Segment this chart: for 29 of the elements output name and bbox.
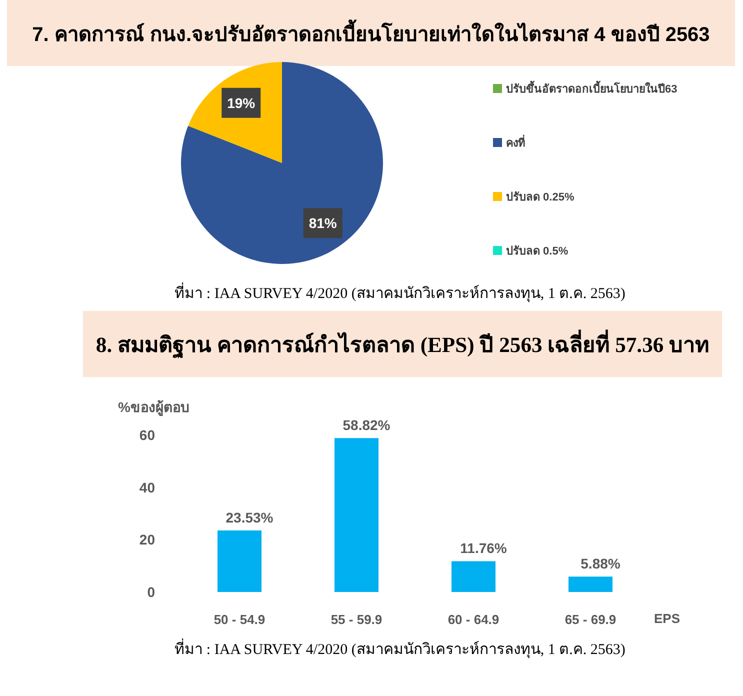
data-label: 81% [308,215,338,232]
data-label: 11.76% [460,540,508,556]
text: ที่มา : IAA SURVEY 4/2020 (สมาคมนักวิเคราะห์การลงทุน, 1 ต.ค. 2563) [174,282,626,303]
x-tick-label: 55 - 59.9 [330,612,382,627]
text: ที่มา : IAA SURVEY 4/2020 (สมาคมนักวิเคราะห์การลงทุน, 1 ต.ค. 2563) [174,638,626,659]
x-axis-title: EPS [654,611,680,626]
x-tick-label: 65 - 69.9 [564,612,616,627]
y-tick-label: 20 [139,532,156,548]
y-tick-label: 40 [139,479,156,496]
chart-title: 7. คาดการณ์ กนง.จะปรับอัตราดอกเบี้ยนโยบายเท่าใดในไตรมาส 4 ของปี 2563 [32,19,710,46]
data-label: 19% [227,94,256,111]
x-tick-label: 60 - 64.9 [448,612,500,627]
bar [568,576,612,592]
pie-slice [181,62,383,264]
y-tick-label: 0 [147,584,156,600]
data-label: 23.53% [226,509,274,526]
x-tick-label: 50 - 54.9 [214,612,266,627]
legend-label: ปรับขึ้นอัตราดอกเบี้ยนโยบายในปี63 [506,80,678,96]
bar [452,561,496,592]
chart-title: 8. สมมติฐาน คาดการณ์กำไรตลาด (EPS) ปี 2563 เฉลี่ยที่ 57.36 บาท [96,329,710,359]
data-label: 58.82% [342,417,391,434]
bar [334,438,378,592]
y-axis-title: %ของผู้ตอบ [118,399,190,416]
y-tick-label: 60 [139,427,156,443]
legend-label: ปรับลด 0.25% [506,190,574,204]
bar [218,530,262,592]
legend-label: คงที่ [506,134,525,150]
data-label: 5.88% [580,556,621,572]
legend-label: ปรับลด 0.5% [506,244,568,258]
